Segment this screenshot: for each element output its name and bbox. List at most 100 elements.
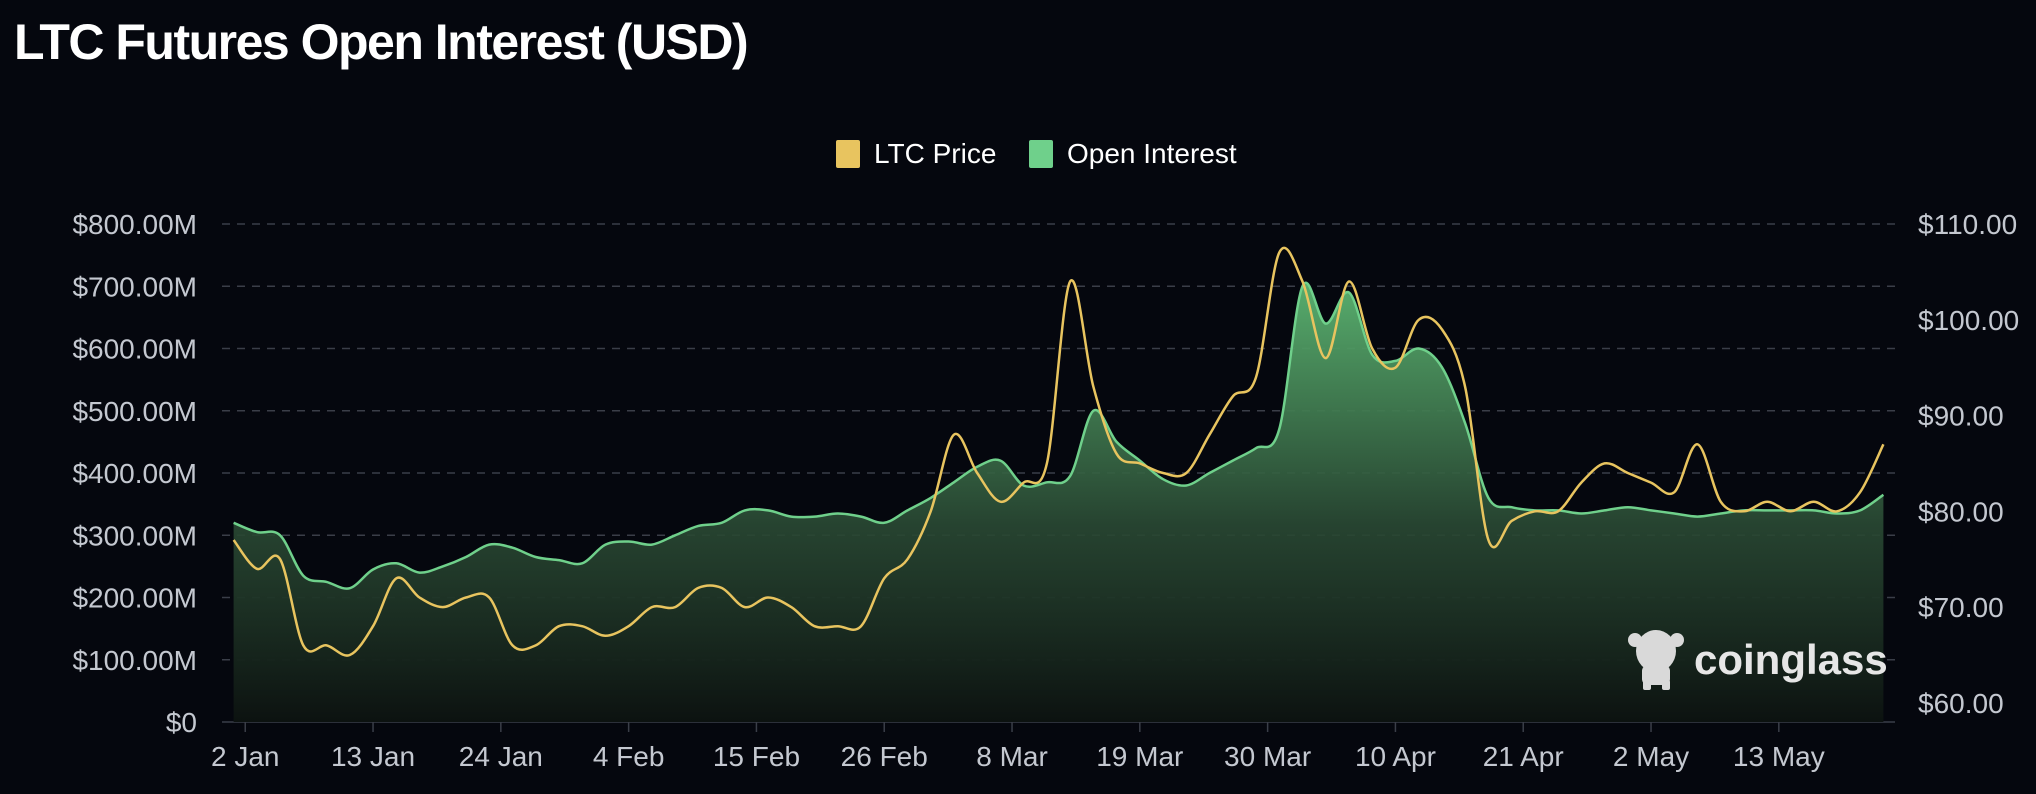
open-interest-point[interactable] <box>510 545 516 551</box>
open-interest-point[interactable] <box>928 495 934 501</box>
legend-label-ltc-price[interactable]: LTC Price <box>874 138 996 169</box>
open-interest-point[interactable] <box>672 532 678 538</box>
ltc-price-point[interactable] <box>602 633 608 639</box>
ltc-price-point[interactable] <box>1253 374 1259 380</box>
ltc-price-point[interactable] <box>765 595 771 601</box>
open-interest-point[interactable] <box>1462 420 1468 426</box>
open-interest-point[interactable] <box>1207 470 1213 476</box>
open-interest-point[interactable] <box>951 479 957 485</box>
ltc-price-point[interactable] <box>928 508 934 514</box>
open-interest-point[interactable] <box>1067 473 1073 479</box>
ltc-price-point[interactable] <box>835 623 841 629</box>
ltc-price-point[interactable] <box>719 585 725 591</box>
open-interest-point[interactable] <box>1625 504 1631 510</box>
ltc-price-point[interactable] <box>440 604 446 610</box>
open-interest-point[interactable] <box>1648 507 1654 513</box>
ltc-price-point[interactable] <box>1416 317 1422 323</box>
open-interest-point[interactable] <box>1160 476 1166 482</box>
ltc-price-point[interactable] <box>1602 460 1608 466</box>
open-interest-point[interactable] <box>370 567 376 573</box>
open-interest-point[interactable] <box>1764 507 1770 513</box>
open-interest-point[interactable] <box>649 542 655 548</box>
ltc-price-point[interactable] <box>1300 279 1306 285</box>
ltc-price-point[interactable] <box>579 623 585 629</box>
ltc-price-point[interactable] <box>1578 480 1584 486</box>
open-interest-point[interactable] <box>1044 479 1050 485</box>
open-interest-point[interactable] <box>1578 511 1584 517</box>
ltc-price-point[interactable] <box>974 470 980 476</box>
open-interest-point[interactable] <box>1718 511 1724 517</box>
open-interest-point[interactable] <box>277 532 283 538</box>
open-interest-point[interactable] <box>417 570 423 576</box>
open-interest-point[interactable] <box>1880 492 1886 498</box>
open-interest-point[interactable] <box>463 554 469 560</box>
ltc-price-point[interactable] <box>324 642 330 648</box>
open-interest-point[interactable] <box>1323 321 1329 327</box>
ltc-price-point[interactable] <box>1532 508 1538 514</box>
ltc-price-point[interactable] <box>951 432 957 438</box>
ltc-price-point[interactable] <box>1834 508 1840 514</box>
open-interest-point[interactable] <box>905 507 911 513</box>
open-interest-point[interactable] <box>1276 426 1282 432</box>
open-interest-point[interactable] <box>1369 352 1375 358</box>
ltc-price-point[interactable] <box>881 575 887 581</box>
open-interest-point[interactable] <box>812 514 818 520</box>
open-interest-point[interactable] <box>440 563 446 569</box>
ltc-price-point[interactable] <box>672 604 678 610</box>
ltc-price-point[interactable] <box>1160 470 1166 476</box>
ltc-price-point[interactable] <box>1346 279 1352 285</box>
ltc-price-point[interactable] <box>254 566 260 572</box>
ltc-price-point[interactable] <box>393 575 399 581</box>
open-interest-point[interactable] <box>1485 495 1491 501</box>
ltc-price-point[interactable] <box>1485 537 1491 543</box>
open-interest-point[interactable] <box>1695 514 1701 520</box>
open-interest-point[interactable] <box>1090 408 1096 414</box>
ltc-price-point[interactable] <box>997 499 1003 505</box>
ltc-price-point[interactable] <box>1392 365 1398 371</box>
ltc-price-point[interactable] <box>1625 470 1631 476</box>
ltc-price-point[interactable] <box>1718 499 1724 505</box>
open-interest-point[interactable] <box>1416 346 1422 352</box>
ltc-price-point[interactable] <box>300 642 306 648</box>
ltc-price-point[interactable] <box>1857 489 1863 495</box>
ltc-price-point[interactable] <box>1764 499 1770 505</box>
ltc-price-point[interactable] <box>1044 460 1050 466</box>
open-interest-point[interactable] <box>1230 458 1236 464</box>
open-interest-point[interactable] <box>835 511 841 517</box>
ltc-price-point[interactable] <box>486 595 492 601</box>
ltc-price-point[interactable] <box>788 604 794 610</box>
legend-label-open-interest[interactable]: Open Interest <box>1067 138 1237 169</box>
open-interest-point[interactable] <box>1509 504 1515 510</box>
open-interest-point[interactable] <box>1253 445 1259 451</box>
ltc-price-point[interactable] <box>1323 355 1329 361</box>
ltc-price-point[interactable] <box>556 623 562 629</box>
ltc-price-point[interactable] <box>1207 432 1213 438</box>
ltc-price-point[interactable] <box>1230 393 1236 399</box>
open-interest-point[interactable] <box>1602 507 1608 513</box>
ltc-price-point[interactable] <box>1276 250 1282 256</box>
ltc-price-point[interactable] <box>1811 499 1817 505</box>
open-interest-point[interactable] <box>324 579 330 585</box>
open-interest-point[interactable] <box>858 514 864 520</box>
open-interest-point[interactable] <box>765 507 771 513</box>
ltc-price-point[interactable] <box>1439 326 1445 332</box>
ltc-price-point[interactable] <box>533 642 539 648</box>
ltc-price-point[interactable] <box>1090 384 1096 390</box>
open-interest-point[interactable] <box>556 557 562 563</box>
ltc-price-point[interactable] <box>649 604 655 610</box>
open-interest-point[interactable] <box>1811 507 1817 513</box>
ltc-price-point[interactable] <box>370 623 376 629</box>
open-interest-point[interactable] <box>579 560 585 566</box>
ltc-price-point[interactable] <box>277 556 283 562</box>
open-interest-point[interactable] <box>300 573 306 579</box>
open-interest-point[interactable] <box>1392 358 1398 364</box>
open-interest-point[interactable] <box>1857 507 1863 513</box>
ltc-price-point[interactable] <box>626 623 632 629</box>
ltc-price-point[interactable] <box>1114 451 1120 457</box>
ltc-price-point[interactable] <box>742 604 748 610</box>
ltc-price-point[interactable] <box>510 642 516 648</box>
open-interest-point[interactable] <box>533 554 539 560</box>
ltc-price-point[interactable] <box>1648 480 1654 486</box>
open-interest-point[interactable] <box>719 520 725 526</box>
open-interest-point[interactable] <box>788 514 794 520</box>
